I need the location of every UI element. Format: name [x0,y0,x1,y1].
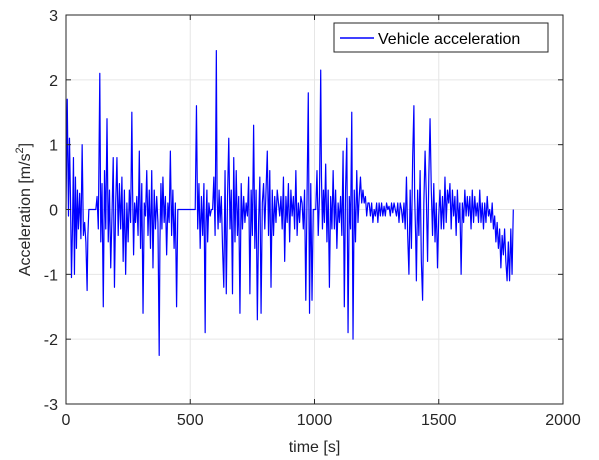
legend-label: Vehicle acceleration [378,31,520,48]
tick-marks [65,14,564,405]
y-axis-title: Acceleration [m/s2] [14,143,34,276]
y-axis-title-close: ] [17,143,34,147]
legend: Vehicle acceleration [333,22,549,53]
y-axis-title-superscript: 2 [14,147,26,153]
y-tick-label: -3 [44,397,58,414]
y-tick-label: 1 [49,138,58,155]
data-series-layer [65,50,514,356]
series-line-vehicle-acceleration [65,50,514,356]
x-axis-title: time [s] [289,439,341,456]
y-tick-label: 0 [49,203,58,220]
x-tick-label: 500 [177,412,204,429]
x-tick-label: 0 [62,412,71,429]
y-tick-label: -2 [44,332,58,349]
y-tick-label: -1 [44,267,58,284]
y-axis-title-main: Acceleration [m/s [17,153,34,276]
y-tick-label: 2 [49,73,58,90]
x-tick-label: 1500 [421,412,457,429]
x-tick-label: 1000 [297,412,333,429]
tick-labels: 0 500 1000 1500 2000 -3 -2 -1 0 1 2 3 [44,8,581,429]
y-tick-label: 3 [49,8,58,25]
x-tick-label: 2000 [545,412,581,429]
